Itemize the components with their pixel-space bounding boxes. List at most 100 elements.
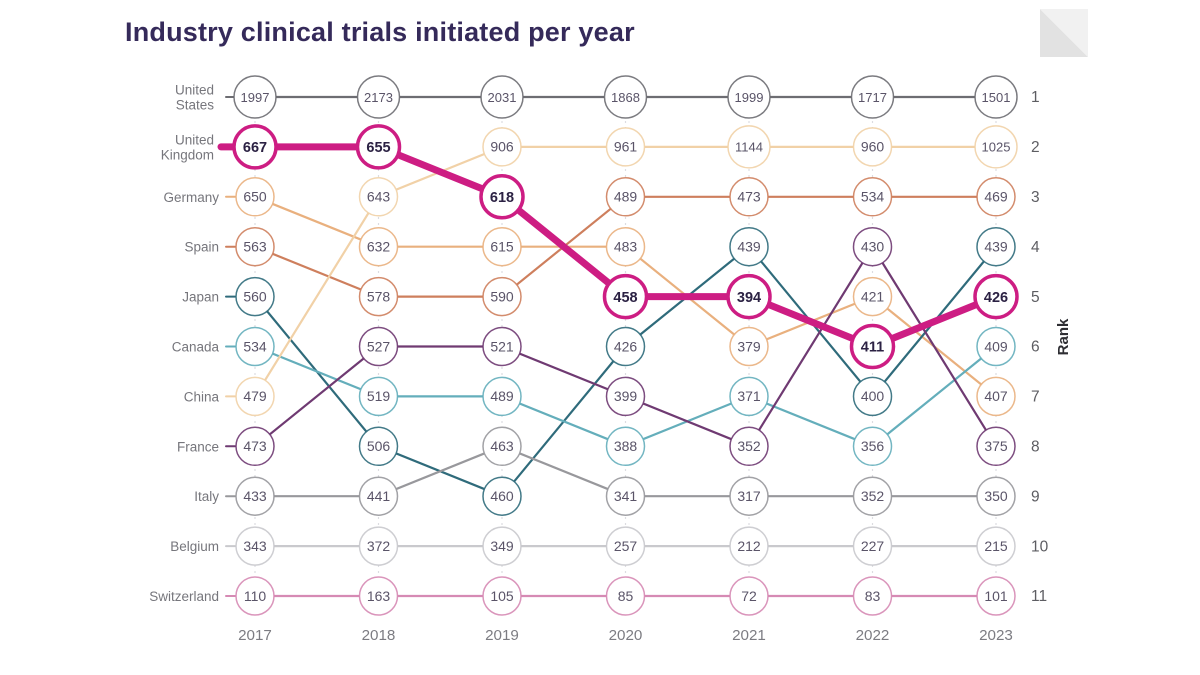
chart-node — [726, 273, 772, 320]
node-value: 350 — [984, 488, 1008, 504]
rank-label: 10 — [1031, 538, 1049, 555]
node-value: 352 — [737, 438, 761, 454]
node-value: 341 — [614, 488, 638, 504]
chart-node — [605, 476, 646, 516]
node-value: 400 — [861, 388, 885, 404]
country-label: Kingdom — [161, 147, 214, 162]
chart-node — [729, 177, 769, 217]
node-value: 473 — [737, 189, 761, 205]
node-value: 407 — [984, 388, 1008, 404]
node-value: 469 — [984, 189, 1008, 205]
chart-node — [602, 273, 649, 320]
node-value: 356 — [861, 438, 885, 454]
chart-node — [232, 124, 278, 170]
node-value: 101 — [984, 588, 1008, 604]
node-value: 349 — [490, 538, 514, 554]
node-value: 399 — [614, 388, 638, 404]
chart-node — [482, 226, 522, 267]
chart-node — [605, 576, 646, 616]
node-value: 643 — [367, 189, 391, 205]
chart-node — [729, 376, 769, 417]
node-value: 667 — [243, 140, 267, 156]
chart-node — [852, 177, 893, 217]
chart-node — [358, 226, 399, 267]
chart-node — [482, 476, 522, 516]
node-value: 479 — [243, 388, 267, 404]
node-value: 560 — [243, 288, 267, 304]
chart-node — [358, 376, 399, 417]
chart-node — [482, 376, 522, 417]
chart-node — [605, 426, 646, 467]
node-value: 489 — [614, 189, 638, 205]
chart-node — [852, 127, 893, 167]
year-label: 2018 — [362, 627, 396, 644]
node-value: 473 — [243, 438, 267, 454]
chart-node — [358, 526, 399, 566]
node-value: 590 — [490, 288, 514, 304]
node-value: 563 — [243, 239, 267, 255]
node-value: 163 — [367, 588, 391, 604]
node-value: 1997 — [241, 90, 270, 105]
node-value: 2173 — [364, 90, 393, 105]
node-value: 521 — [490, 338, 514, 354]
node-value: 257 — [614, 538, 638, 554]
node-value: 426 — [614, 338, 638, 354]
country-label: Switzerland — [149, 589, 219, 604]
chart-node — [358, 276, 399, 317]
chart-node — [358, 326, 399, 367]
chart-node — [358, 576, 399, 616]
node-value: 83 — [865, 588, 881, 604]
country-label: France — [177, 439, 219, 454]
page-title: Industry clinical trials initiated per y… — [125, 17, 635, 47]
node-value: 1025 — [982, 140, 1011, 155]
rank-label: 9 — [1031, 488, 1040, 505]
chart-node — [482, 426, 522, 467]
node-value: 317 — [737, 488, 761, 504]
folded-corner-icon — [1040, 9, 1088, 57]
chart-node — [605, 177, 646, 217]
chart-node — [976, 226, 1016, 267]
rank-label: 5 — [1031, 289, 1040, 306]
chart-node — [852, 276, 893, 317]
rank-label: 8 — [1031, 439, 1040, 456]
chart-node — [235, 177, 275, 217]
chart-node — [852, 426, 893, 467]
year-label: 2021 — [732, 627, 766, 644]
chart-node — [605, 226, 646, 267]
node-value: 379 — [737, 338, 761, 354]
chart-node — [605, 326, 646, 367]
country-label: Belgium — [170, 539, 219, 554]
chart-node — [235, 226, 275, 267]
chart-node — [356, 75, 401, 119]
node-value: 72 — [741, 588, 757, 604]
node-value: 527 — [367, 338, 391, 354]
chart-node — [480, 75, 524, 119]
chart-node — [729, 476, 769, 516]
chart-node — [849, 323, 896, 370]
chart-node — [358, 476, 399, 516]
node-value: 439 — [737, 239, 761, 255]
country-label: States — [176, 98, 215, 113]
chart-node — [358, 426, 399, 467]
node-value: 519 — [367, 388, 391, 404]
node-value: 110 — [244, 588, 267, 604]
chart-node — [235, 276, 275, 317]
node-value: 1868 — [611, 90, 640, 105]
chart-node — [482, 326, 522, 367]
node-value: 1999 — [735, 90, 764, 105]
node-value: 1717 — [858, 90, 887, 105]
chart-node — [235, 326, 275, 367]
chart-node — [852, 226, 893, 267]
node-value: 433 — [243, 488, 267, 504]
node-value: 375 — [984, 438, 1008, 454]
node-value: 578 — [367, 288, 391, 304]
chart-node — [729, 326, 769, 367]
node-value: 632 — [367, 239, 391, 255]
chart-node — [355, 124, 402, 170]
node-value: 227 — [861, 538, 885, 554]
node-value: 506 — [367, 438, 391, 454]
country-label: United — [175, 132, 214, 147]
chart-node — [729, 226, 769, 267]
